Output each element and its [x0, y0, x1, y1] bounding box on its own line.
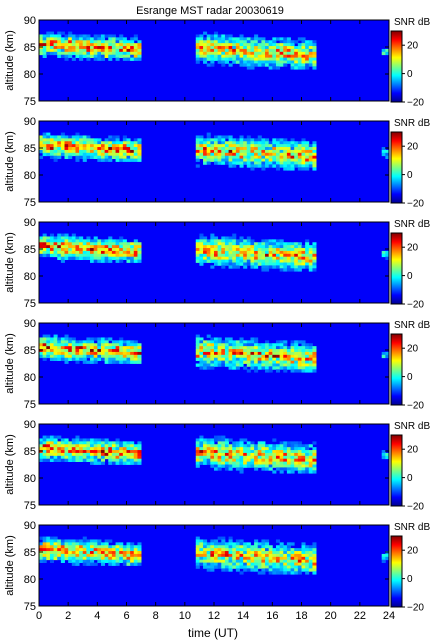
colorbar-tick-label: 20	[407, 142, 419, 153]
colorbar-label: SNR dB	[394, 522, 430, 533]
colorbar-tick-label: 0	[407, 271, 413, 282]
y-tick-label: 85	[24, 446, 36, 458]
x-tick-label: 22	[354, 610, 366, 622]
y-tick-label: 85	[24, 143, 36, 155]
radar-panel: 75 80 85 90 altitude (km) SNR dB 20 0 −20	[4, 419, 430, 513]
y-tick-label: 75	[24, 96, 36, 108]
colorbar-label: SNR dB	[394, 219, 430, 230]
x-tick-label: 6	[123, 610, 129, 622]
colorbar-tick-label: 20	[407, 41, 419, 52]
y-axis-label: altitude (km)	[4, 434, 16, 495]
colorbar-tick-label: −20	[407, 502, 424, 513]
y-axis-label: altitude (km)	[4, 131, 16, 192]
y-tick-label: 90	[24, 116, 36, 128]
snr-heatmap	[39, 222, 390, 303]
y-tick-label: 85	[24, 244, 36, 256]
y-tick-label: 75	[24, 500, 36, 512]
colorbar-tick-label: 20	[407, 344, 419, 355]
x-tick-label: 12	[208, 610, 220, 622]
y-tick-label: 85	[24, 42, 36, 54]
radar-panel: 75 80 85 90 altitude (km) SNR dB 20 0 −20	[4, 318, 430, 412]
y-tick-label: 80	[24, 473, 36, 485]
x-tick-label: 10	[179, 610, 191, 622]
colorbar-label: SNR dB	[394, 421, 430, 432]
colorbar-tick-label: 20	[407, 546, 419, 557]
y-tick-label: 75	[24, 399, 36, 411]
x-tick-label: 2	[65, 610, 71, 622]
y-tick-label: 75	[24, 197, 36, 209]
colorbar-label: SNR dB	[394, 17, 430, 28]
snr-heatmap	[39, 323, 390, 404]
snr-heatmap	[39, 121, 390, 202]
colorbar-tick-label: 0	[407, 574, 413, 585]
colorbar-tick-label: 20	[407, 445, 419, 456]
x-tick-label: 16	[266, 610, 278, 622]
colorbar-label: SNR dB	[394, 320, 430, 331]
colorbar-tick-label: 0	[407, 170, 413, 181]
colorbar: SNR dB 20 0 −20	[390, 118, 430, 210]
x-axis-label: time (UT)	[188, 626, 238, 640]
x-tick-label: 24	[383, 610, 395, 622]
radar-panel: 75 80 85 90 altitude (km) SNR dB 20 0 −20	[4, 15, 430, 109]
snr-heatmap	[39, 424, 390, 505]
y-tick-label: 80	[24, 170, 36, 182]
y-axis-label: altitude (km)	[4, 535, 16, 596]
y-tick-label: 85	[24, 345, 36, 357]
x-tick-label: 20	[325, 610, 337, 622]
y-tick-label: 75	[24, 298, 36, 310]
colorbar: SNR dB 20 0 −20	[390, 421, 430, 513]
x-tick-label: 8	[153, 610, 159, 622]
x-tick-label: 18	[295, 610, 307, 622]
colorbar-label: SNR dB	[394, 118, 430, 129]
y-tick-label: 90	[24, 419, 36, 431]
x-tick-label: 0	[36, 610, 42, 622]
radar-panel: 75 80 85 90 altitude (km) SNR dB 20 0 −20	[4, 217, 430, 311]
x-tick-label: 14	[237, 610, 249, 622]
colorbar-tick-label: −20	[407, 603, 424, 614]
colorbar: SNR dB 20 0 −20	[390, 320, 430, 412]
colorbar-tick-label: −20	[407, 98, 424, 109]
y-tick-label: 80	[24, 69, 36, 81]
colorbar-tick-label: 0	[407, 372, 413, 383]
y-axis-label: altitude (km)	[4, 232, 16, 293]
colorbar: SNR dB 20 0 −20	[390, 522, 430, 614]
colorbar-tick-label: 0	[407, 69, 413, 80]
y-tick-label: 75	[24, 601, 36, 613]
colorbar-tick-label: −20	[407, 199, 424, 210]
y-tick-label: 90	[24, 217, 36, 229]
chart-title: Esrange MST radar 20030619	[136, 5, 284, 17]
snr-heatmap	[39, 525, 390, 606]
colorbar-tick-label: 0	[407, 473, 413, 484]
y-tick-label: 90	[24, 318, 36, 330]
x-tick-label: 4	[94, 610, 100, 622]
y-tick-label: 85	[24, 547, 36, 559]
colorbar-tick-label: −20	[407, 300, 424, 311]
y-tick-label: 80	[24, 372, 36, 384]
colorbar: SNR dB 20 0 −20	[390, 17, 430, 109]
snr-heatmap	[39, 20, 390, 101]
y-axis-label: altitude (km)	[4, 333, 16, 394]
colorbar-tick-label: −20	[407, 401, 424, 412]
y-tick-label: 90	[24, 15, 36, 27]
y-tick-label: 90	[24, 520, 36, 532]
colorbar-tick-label: 20	[407, 243, 419, 254]
y-tick-label: 80	[24, 574, 36, 586]
y-axis-label: altitude (km)	[4, 30, 16, 91]
radar-panel: 75 80 85 90 altitude (km) SNR dB 20 0 −20	[4, 116, 430, 210]
y-tick-label: 80	[24, 271, 36, 283]
colorbar: SNR dB 20 0 −20	[390, 219, 430, 311]
